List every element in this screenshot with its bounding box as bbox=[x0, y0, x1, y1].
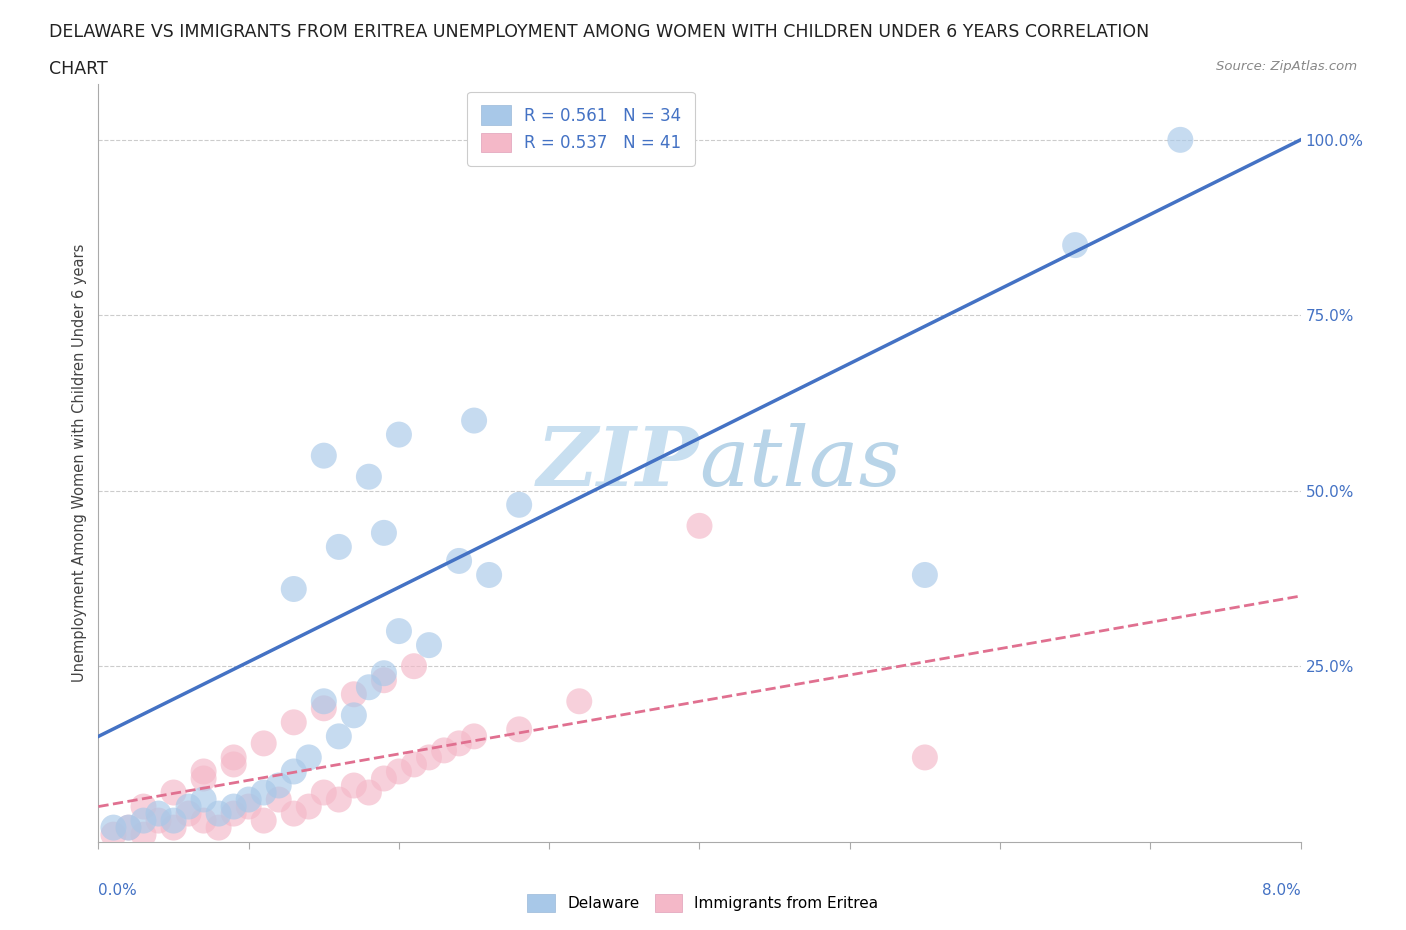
Point bbox=[238, 799, 260, 814]
Text: Source: ZipAtlas.com: Source: ZipAtlas.com bbox=[1216, 60, 1357, 73]
Point bbox=[328, 729, 350, 744]
Point bbox=[328, 539, 350, 554]
Point bbox=[253, 785, 276, 800]
Point bbox=[388, 624, 411, 639]
Point bbox=[117, 820, 139, 835]
Point bbox=[357, 680, 380, 695]
Point bbox=[253, 736, 276, 751]
Point bbox=[193, 792, 215, 807]
Point bbox=[312, 448, 335, 463]
Point bbox=[253, 813, 276, 828]
Point bbox=[103, 820, 125, 835]
Point bbox=[418, 750, 440, 764]
Point bbox=[267, 792, 290, 807]
Point bbox=[568, 694, 591, 709]
Legend: Delaware, Immigrants from Eritrea: Delaware, Immigrants from Eritrea bbox=[522, 888, 884, 918]
Point bbox=[402, 757, 425, 772]
Point bbox=[478, 567, 501, 582]
Point bbox=[283, 715, 305, 730]
Point bbox=[343, 778, 366, 793]
Point bbox=[1168, 132, 1191, 147]
Point bbox=[447, 736, 470, 751]
Text: atlas: atlas bbox=[699, 422, 901, 503]
Text: 8.0%: 8.0% bbox=[1261, 884, 1301, 898]
Point bbox=[447, 553, 470, 568]
Point bbox=[148, 806, 170, 821]
Point bbox=[463, 413, 485, 428]
Y-axis label: Unemployment Among Women with Children Under 6 years: Unemployment Among Women with Children U… bbox=[72, 244, 87, 682]
Point bbox=[298, 750, 321, 764]
Point bbox=[508, 722, 530, 737]
Point bbox=[463, 729, 485, 744]
Text: ZIP: ZIP bbox=[537, 422, 699, 503]
Point bbox=[328, 792, 350, 807]
Point bbox=[267, 778, 290, 793]
Point bbox=[418, 638, 440, 653]
Point bbox=[148, 813, 170, 828]
Point bbox=[177, 806, 200, 821]
Point bbox=[193, 771, 215, 786]
Point bbox=[117, 820, 139, 835]
Text: CHART: CHART bbox=[49, 60, 108, 78]
Point bbox=[1064, 238, 1087, 253]
Text: 0.0%: 0.0% bbox=[98, 884, 138, 898]
Point bbox=[388, 764, 411, 779]
Point bbox=[298, 799, 321, 814]
Point bbox=[222, 750, 245, 764]
Point bbox=[343, 708, 366, 723]
Point bbox=[312, 785, 335, 800]
Point bbox=[193, 813, 215, 828]
Point bbox=[162, 813, 184, 828]
Point bbox=[177, 799, 200, 814]
Point bbox=[357, 785, 380, 800]
Legend: R = 0.561   N = 34, R = 0.537   N = 41: R = 0.561 N = 34, R = 0.537 N = 41 bbox=[467, 92, 695, 166]
Point bbox=[283, 581, 305, 596]
Point bbox=[402, 658, 425, 673]
Point bbox=[357, 470, 380, 485]
Point bbox=[208, 820, 231, 835]
Point bbox=[132, 799, 155, 814]
Point bbox=[688, 518, 710, 533]
Point bbox=[914, 567, 936, 582]
Point bbox=[388, 427, 411, 442]
Point bbox=[103, 827, 125, 842]
Point bbox=[914, 750, 936, 764]
Point bbox=[373, 672, 395, 687]
Point bbox=[238, 792, 260, 807]
Point bbox=[343, 687, 366, 702]
Point bbox=[283, 764, 305, 779]
Point bbox=[433, 743, 456, 758]
Point bbox=[222, 806, 245, 821]
Point bbox=[193, 764, 215, 779]
Point bbox=[312, 701, 335, 716]
Point bbox=[373, 525, 395, 540]
Text: DELAWARE VS IMMIGRANTS FROM ERITREA UNEMPLOYMENT AMONG WOMEN WITH CHILDREN UNDER: DELAWARE VS IMMIGRANTS FROM ERITREA UNEM… bbox=[49, 23, 1150, 41]
Point bbox=[373, 666, 395, 681]
Point bbox=[208, 806, 231, 821]
Point bbox=[508, 498, 530, 512]
Point bbox=[283, 806, 305, 821]
Point bbox=[162, 785, 184, 800]
Point bbox=[162, 820, 184, 835]
Point bbox=[132, 813, 155, 828]
Point bbox=[132, 827, 155, 842]
Point bbox=[222, 799, 245, 814]
Point bbox=[312, 694, 335, 709]
Point bbox=[373, 771, 395, 786]
Point bbox=[222, 757, 245, 772]
